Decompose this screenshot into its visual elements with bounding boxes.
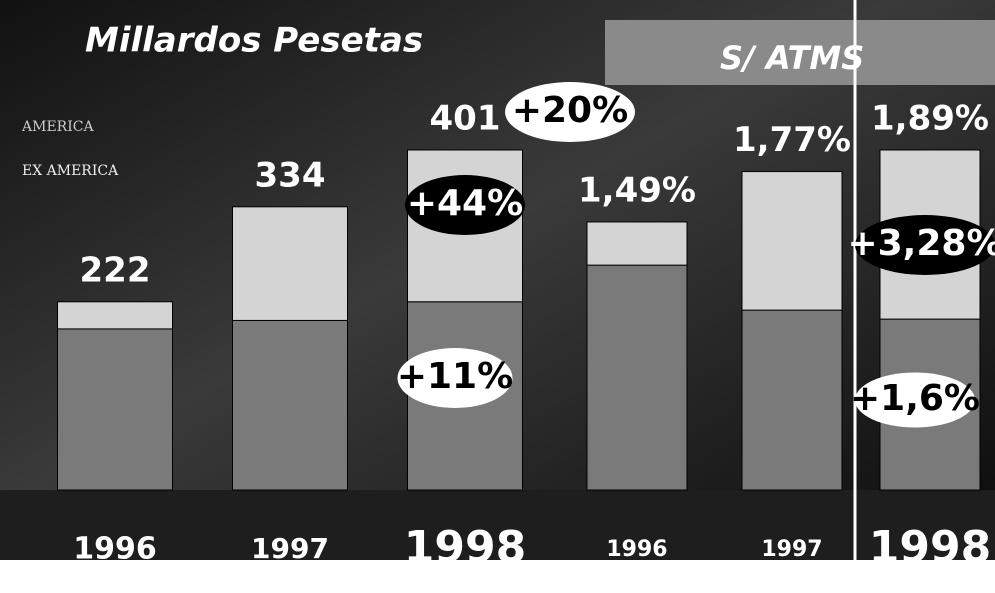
title-banner <box>605 20 995 85</box>
bar-segment <box>57 301 173 330</box>
annotation: +3,28% <box>847 223 995 264</box>
annotation: +1,6% <box>850 378 980 419</box>
annotation-bubble <box>397 348 513 408</box>
annotation: +20% <box>512 90 628 131</box>
annotation-bubble <box>855 215 995 275</box>
annotation: +44% <box>407 183 523 224</box>
x-tick-label: 1998 <box>404 522 526 573</box>
chart-title: Millardos Pesetas <box>85 21 423 61</box>
x-tick-label: 1997 <box>251 532 329 565</box>
x-tick-label: 1996 <box>73 532 157 567</box>
bar-segment <box>232 319 348 491</box>
total-label: 334 <box>255 155 326 195</box>
total-label: 222 <box>80 250 151 290</box>
total-label: 1,49% <box>578 170 696 210</box>
annotation-bubble <box>505 82 635 142</box>
total-label: 1,77% <box>733 120 851 160</box>
x-tick-label: 1998 <box>869 522 991 573</box>
annotation-bubble <box>855 372 975 428</box>
bar-segment <box>586 221 688 266</box>
annotation-bubble <box>405 175 525 235</box>
bar-segment <box>741 171 843 311</box>
total-label: 401 <box>430 99 501 139</box>
legend-label: EX AMERICA <box>22 163 119 179</box>
annotation: +11% <box>397 356 513 397</box>
floor <box>0 490 995 560</box>
bar-segment <box>57 328 173 491</box>
bar-segment <box>586 264 688 491</box>
legend-label: AMERICA <box>21 119 94 135</box>
bar-segment <box>232 206 348 321</box>
x-tick-label: 1997 <box>761 537 822 562</box>
x-tick-label: 1996 <box>606 537 667 562</box>
total-label: 1,89% <box>871 99 989 139</box>
chart-title: S/ ATMS <box>720 39 864 77</box>
bar-segment <box>741 309 843 491</box>
